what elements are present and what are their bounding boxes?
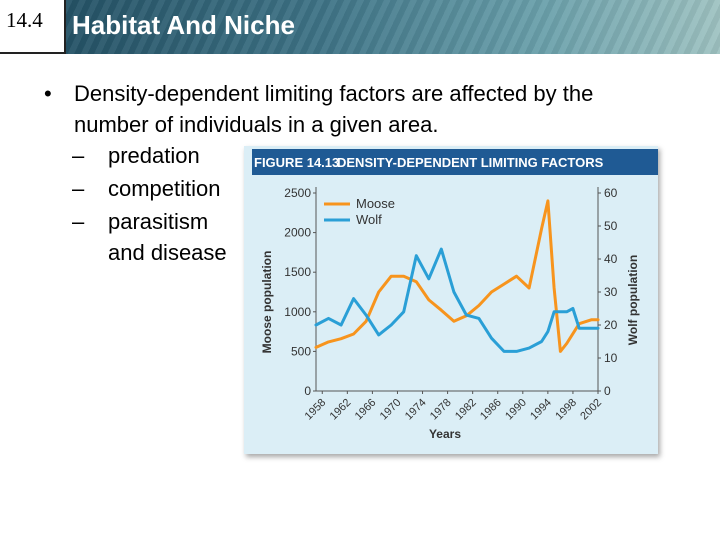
y-tick-label: 1500 xyxy=(284,265,311,279)
main-bullet-text: Density-dependent limiting factors are a… xyxy=(74,81,594,137)
y2-tick-label: 20 xyxy=(604,318,618,332)
sub-bullet-text: competition xyxy=(108,176,221,201)
slide-header: 14.4 Habitat And Niche xyxy=(0,0,720,54)
legend-label-moose: Moose xyxy=(356,196,395,211)
series-line-wolf xyxy=(314,247,600,353)
y2-tick-label: 0 xyxy=(604,384,611,398)
legend-label-wolf: Wolf xyxy=(356,212,382,227)
y2-tick-label: 10 xyxy=(604,351,618,365)
y-axis-label: Moose population xyxy=(260,251,274,354)
y-tick-label: 500 xyxy=(291,344,311,358)
y2-tick-label: 60 xyxy=(604,186,618,200)
y2-axis-label: Wolf population xyxy=(626,255,640,345)
sub-bullet-text: predation xyxy=(108,143,200,168)
y-tick-label: 2000 xyxy=(284,226,311,240)
chart-background xyxy=(244,146,658,454)
y2-tick-label: 30 xyxy=(604,285,618,299)
x-axis-label: Years xyxy=(429,427,461,441)
bullet-dot: • xyxy=(44,81,52,106)
figure-label: FIGURE 14.13 xyxy=(254,155,339,170)
slide-title: Habitat And Niche xyxy=(72,10,295,40)
sub-bullet-dash: – xyxy=(72,209,85,234)
y2-tick-label: 50 xyxy=(604,219,618,233)
chart-title: DENSITY-DEPENDENT LIMITING FACTORS xyxy=(337,155,604,170)
sub-bullet-dash: – xyxy=(72,143,85,168)
figure-title-band xyxy=(252,149,658,175)
sub-bullet-dash: – xyxy=(72,176,85,201)
figure-panel: FIGURE 14.13 DENSITY-DEPENDENT LIMITING … xyxy=(244,146,658,454)
sub-bullet-text: and disease xyxy=(108,240,227,265)
y-tick-label: 2500 xyxy=(284,186,311,200)
section-number-badge: 14.4 xyxy=(0,0,66,54)
y-tick-label: 1000 xyxy=(284,305,311,319)
section-number: 14.4 xyxy=(6,8,43,32)
line-chart: FIGURE 14.13 DENSITY-DEPENDENT LIMITING … xyxy=(244,146,658,454)
sub-bullet-text: parasitism xyxy=(108,209,209,234)
y-tick-label: 0 xyxy=(304,384,311,398)
y2-tick-label: 40 xyxy=(604,252,618,266)
header-texture xyxy=(0,0,720,54)
